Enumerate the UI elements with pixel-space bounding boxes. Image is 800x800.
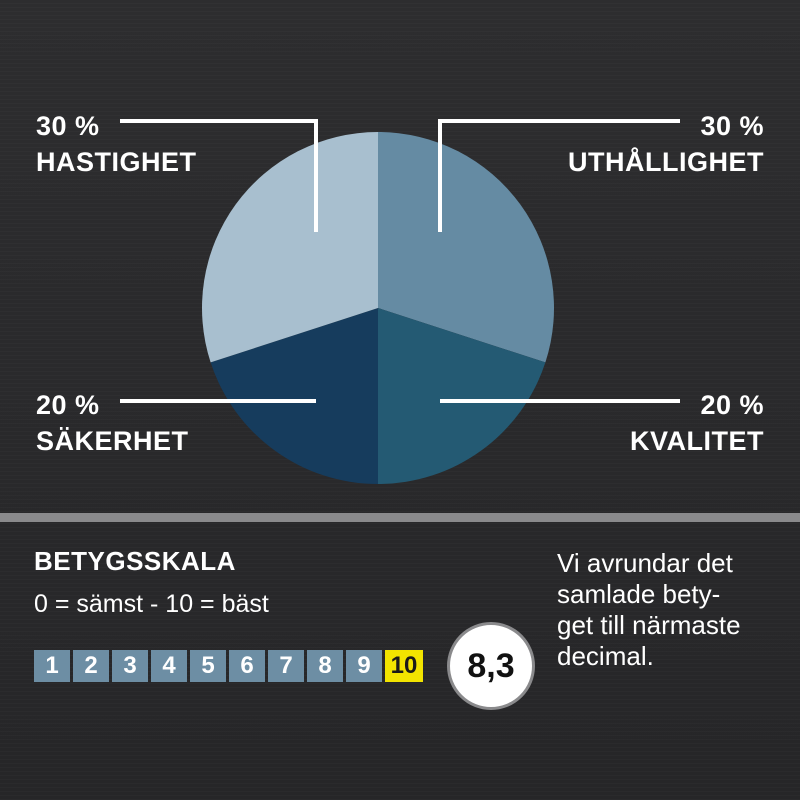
pie-slice-uthållighet bbox=[378, 132, 554, 363]
pie-chart bbox=[120, 119, 680, 484]
label-uthallighet: 30 % UTHÅLLIGHET bbox=[568, 108, 764, 180]
label-uthallighet-name: UTHÅLLIGHET bbox=[568, 147, 764, 177]
scale-cell-2: 2 bbox=[73, 650, 109, 682]
label-kvalitet: 20 % KVALITET bbox=[630, 387, 764, 459]
label-hastighet-name: HASTIGHET bbox=[36, 147, 197, 177]
scale-subtitle: 0 = sämst - 10 = bäst bbox=[34, 590, 269, 618]
label-sakerhet-name: SÄKERHET bbox=[36, 426, 189, 456]
note-line-3: get till närmaste bbox=[557, 610, 741, 640]
score-value: 8,3 bbox=[467, 646, 515, 685]
scale-cell-10: 10 bbox=[385, 650, 423, 682]
label-sakerhet: 20 % SÄKERHET bbox=[36, 387, 189, 459]
label-kvalitet-percent: 20 % bbox=[700, 390, 764, 420]
scale-cell-4: 4 bbox=[151, 650, 187, 682]
rating-scale: 1 2 3 4 5 6 7 8 9 10 bbox=[34, 650, 423, 682]
rounding-note: Vi avrundar det samlade bety- get till n… bbox=[557, 548, 787, 672]
scale-cell-1: 1 bbox=[34, 650, 70, 682]
scale-cell-8: 8 bbox=[307, 650, 343, 682]
label-uthallighet-percent: 30 % bbox=[700, 111, 764, 141]
scale-cell-7: 7 bbox=[268, 650, 304, 682]
pie-slice-hastighet bbox=[201, 132, 378, 363]
note-line-4: decimal. bbox=[557, 641, 654, 671]
score-badge: 8,3 bbox=[447, 622, 535, 710]
section-divider bbox=[0, 513, 800, 522]
pie-slice-kvalitet bbox=[378, 308, 546, 484]
label-hastighet: 30 % HASTIGHET bbox=[36, 108, 197, 180]
scale-cell-9: 9 bbox=[346, 650, 382, 682]
scale-cell-6: 6 bbox=[229, 650, 265, 682]
scale-cell-5: 5 bbox=[190, 650, 226, 682]
leader-line-uthallighet bbox=[438, 119, 680, 232]
label-sakerhet-percent: 20 % bbox=[36, 390, 100, 420]
pie-slice-säkerhet bbox=[210, 308, 378, 484]
label-kvalitet-name: KVALITET bbox=[630, 426, 764, 456]
note-line-1: Vi avrundar det bbox=[557, 548, 733, 578]
label-hastighet-percent: 30 % bbox=[36, 111, 100, 141]
scale-title: BETYGSSKALA bbox=[34, 546, 236, 576]
note-line-2: samlade bety- bbox=[557, 579, 721, 609]
leader-line-hastighet bbox=[120, 119, 318, 232]
scale-cell-3: 3 bbox=[112, 650, 148, 682]
